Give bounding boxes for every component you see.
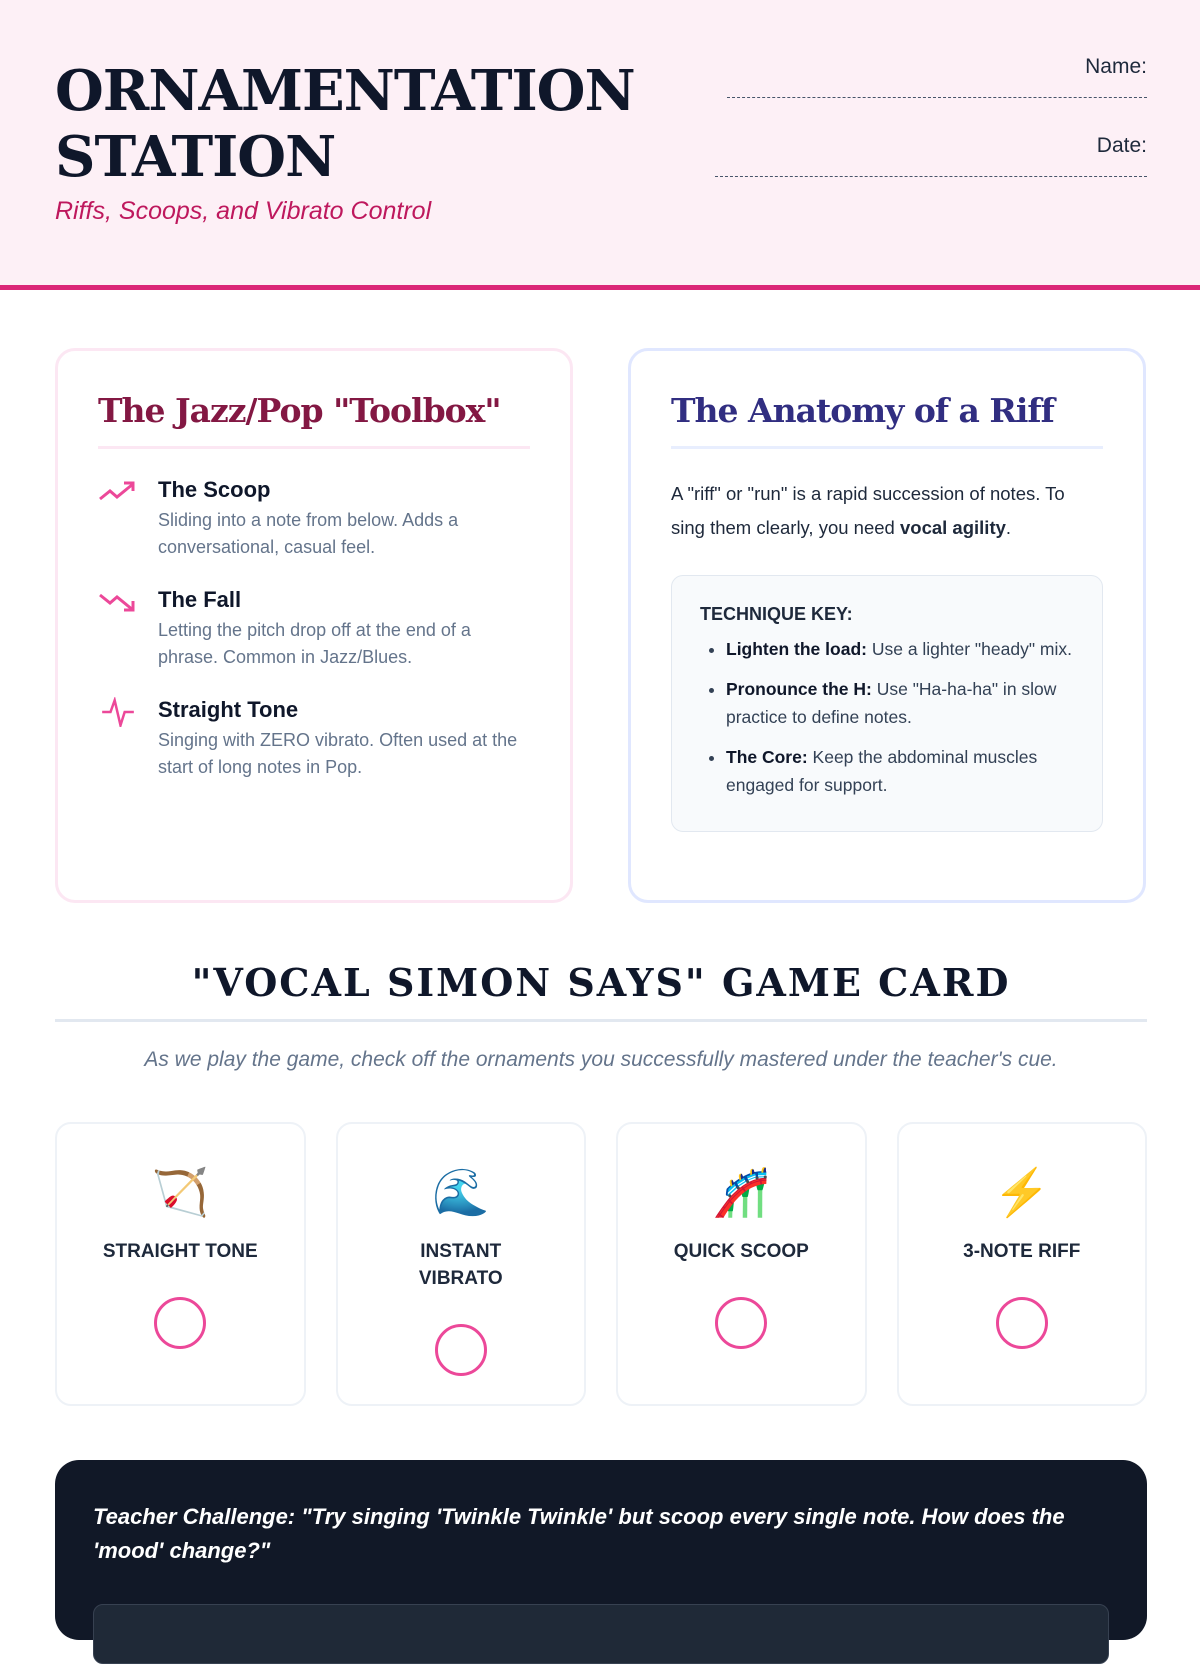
game-card: 🌊 INSTANT VIBRATO — [335, 1122, 586, 1406]
card-label: STRAIGHT TONE — [102, 1241, 258, 1262]
checkbox[interactable] — [154, 1297, 207, 1349]
tool-item: The Fall Letting the pitch drop off at th… — [98, 587, 530, 671]
anatomy-title: The Anatomy of a Riff — [671, 391, 1103, 449]
anatomy-intro: A "riff" or "run" is a rapid succession … — [671, 477, 1103, 545]
checkbox[interactable] — [715, 1297, 768, 1349]
bow-arrow-icon: 🏹 — [151, 1166, 209, 1218]
checkbox[interactable] — [995, 1297, 1048, 1349]
technique-text: Use "Ha-ha-ha" in slow practice to defin… — [726, 679, 1057, 727]
technique-text: Use a lighter "heady" mix. — [866, 639, 1072, 659]
technique-bold: Lighten the load: — [726, 639, 867, 659]
technique-bold: Pronounce the H: — [726, 679, 872, 699]
technique-item: Pronounce the H: Use "Ha-ha-ha" in slow … — [726, 675, 1076, 731]
checkbox[interactable] — [434, 1324, 487, 1376]
pulse-icon — [102, 697, 134, 727]
header: ORNAMENTATION STATION Riffs, Scoops, and… — [0, 0, 1200, 290]
intro-end: . — [1005, 517, 1012, 538]
tool-name: Straight Tone — [158, 697, 299, 722]
toolbox-panel: The Jazz/Pop "Toolbox" The Scoop Sliding … — [55, 348, 573, 903]
technique-item: The Core: Keep the abdominal muscles eng… — [726, 743, 1076, 799]
tool-item: Straight Tone Singing with ZERO vibrato. … — [98, 697, 530, 781]
card-label: QUICK SCOOP — [673, 1241, 809, 1262]
game-title: "VOCAL SIMON SAYS" GAME CARD — [55, 960, 1147, 1022]
technique-text: Keep the abdominal muscles engaged for s… — [726, 747, 1038, 795]
page-title: ORNAMENTATION STATION — [55, 58, 636, 190]
name-field[interactable] — [727, 97, 1147, 98]
date-field[interactable] — [715, 176, 1147, 177]
lightning-icon: ⚡ — [993, 1166, 1051, 1218]
game-card: ⚡ 3-NOTE RIFF — [896, 1122, 1147, 1406]
technique-key-title: TECHNIQUE KEY: — [700, 604, 853, 624]
name-label: Name: — [1085, 55, 1147, 78]
trending-up-icon — [99, 481, 135, 501]
game-subtitle: As we play the game, check off the ornam… — [144, 1048, 1058, 1071]
tool-item: The Scoop Sliding into a note from below.… — [98, 477, 530, 561]
tool-desc: Letting the pitch drop off at the end of… — [158, 620, 471, 667]
page-subtitle: Riffs, Scoops, and Vibrato Control — [55, 197, 432, 225]
date-label: Date: — [1096, 134, 1147, 157]
answer-box[interactable] — [93, 1604, 1109, 1664]
technique-key: TECHNIQUE KEY: Lighten the load: Use a l… — [671, 575, 1103, 832]
intro-bold: vocal agility — [899, 517, 1006, 538]
game-cards: 🏹 STRAIGHT TONE 🌊 INSTANT VIBRATO 🎢 QUICK S… — [55, 1122, 1147, 1406]
intro-text: A "riff" or "run" is a rapid succession … — [671, 483, 1065, 538]
technique-bold: The Core: — [726, 747, 808, 767]
anatomy-panel: The Anatomy of a Riff A "riff" or "run" … — [628, 348, 1146, 903]
tool-desc: Singing with ZERO vibrato. Often used at… — [158, 730, 518, 777]
game-card: 🎢 QUICK SCOOP — [616, 1122, 867, 1406]
student-info: Name: Date: — [715, 55, 1147, 213]
card-label: 3-NOTE RIFF — [963, 1241, 1081, 1262]
tool-name: The Scoop — [158, 477, 271, 502]
teacher-challenge: Teacher Challenge: "Try singing 'Twinkle… — [55, 1460, 1147, 1664]
wave-icon: 🌊 — [432, 1166, 490, 1218]
game-card: 🏹 STRAIGHT TONE — [55, 1122, 306, 1406]
tool-desc: Sliding into a note from below. Adds a c… — [158, 510, 459, 557]
roller-coaster-icon: 🎢 — [712, 1166, 770, 1218]
toolbox-title: The Jazz/Pop "Toolbox" — [98, 391, 530, 449]
trending-down-icon — [99, 593, 135, 612]
card-label: INSTANT VIBRATO — [418, 1241, 503, 1289]
tool-name: The Fall — [158, 587, 242, 612]
teacher-challenge-text: Teacher Challenge: "Try singing 'Twinkle… — [93, 1504, 1065, 1563]
technique-item: Lighten the load: Use a lighter "heady" … — [726, 635, 1076, 663]
